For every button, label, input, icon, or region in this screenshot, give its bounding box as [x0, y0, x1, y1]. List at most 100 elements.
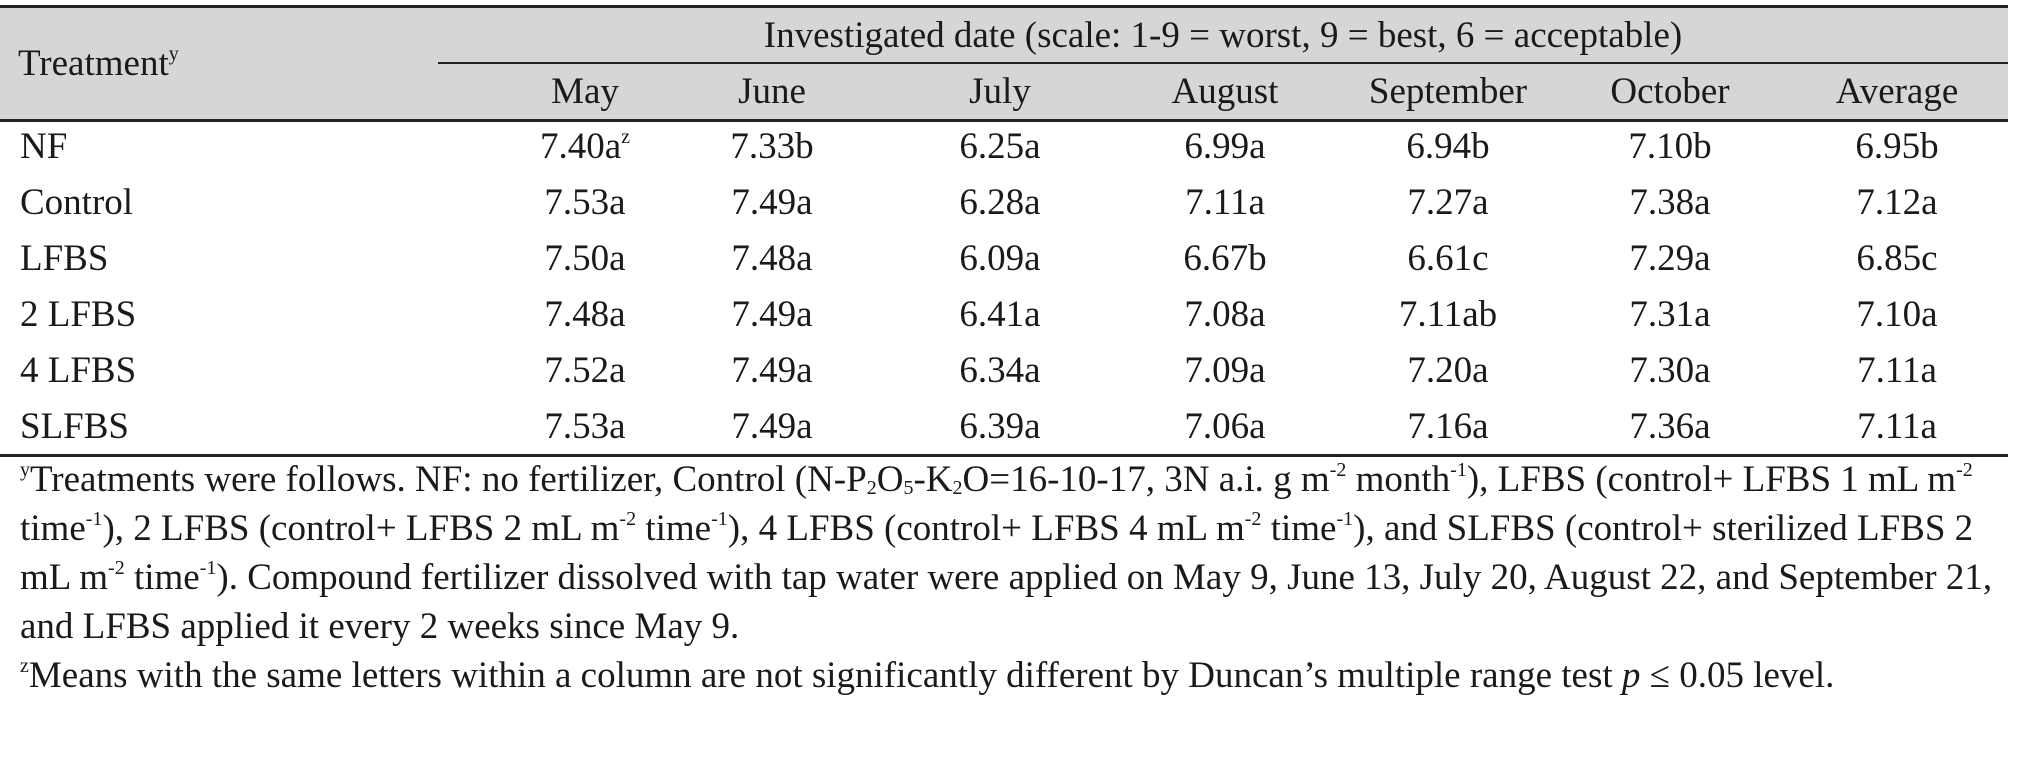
value-text: 7.10a: [1856, 294, 1938, 335]
value-text: 7.48a: [731, 238, 813, 279]
value-text: 7.36a: [1629, 406, 1711, 447]
value-cell: 7.38a: [1560, 181, 1780, 225]
value-text: 6.61c: [1407, 238, 1489, 279]
value-cell: 7.16a: [1338, 405, 1558, 449]
column-header-october: October: [1610, 71, 1730, 112]
value-text: 6.41a: [959, 294, 1041, 335]
treatment-label: 4 LFBS: [20, 350, 137, 391]
column-header-august: August: [1171, 71, 1279, 112]
value-text: 7.10b: [1628, 126, 1712, 167]
value-cell: 7.11a: [1787, 405, 2007, 449]
value-cell: 7.10a: [1787, 293, 2007, 337]
value-cell: 6.41a: [890, 293, 1110, 337]
value-cell: 7.48a: [475, 293, 695, 337]
value-cell: 7.27a: [1338, 181, 1558, 225]
value-text: 7.29a: [1629, 238, 1711, 279]
value-cell: 6.61c: [1338, 237, 1558, 281]
footnote-z: zMeans with the same letters within a co…: [20, 655, 1835, 696]
value-text: 7.33b: [730, 126, 814, 167]
treatment-label: 2 LFBS: [20, 294, 137, 335]
column-header-september: September: [1368, 71, 1528, 112]
value-text: 7.27a: [1407, 182, 1489, 223]
value-cell: 7.52a: [475, 349, 695, 393]
value-text: 7.11a: [1185, 182, 1265, 223]
value-text: 7.08a: [1184, 294, 1266, 335]
value-text: 6.34a: [959, 350, 1041, 391]
header-rule: [0, 119, 2008, 122]
value-text: 6.95b: [1855, 126, 1939, 167]
value-cell: 7.11a: [1115, 181, 1335, 225]
value-cell: 6.25a: [890, 125, 1110, 169]
value-text: 6.25a: [959, 126, 1041, 167]
value-cell: 6.39a: [890, 405, 1110, 449]
value-text: 7.11a: [1857, 406, 1937, 447]
value-cell: 7.31a: [1560, 293, 1780, 337]
bottom-rule: [0, 454, 2008, 457]
value-text: 7.40a: [539, 126, 622, 167]
value-text: 7.06a: [1184, 406, 1266, 447]
value-cell: 6.28a: [890, 181, 1110, 225]
value-text: 7.11a: [1857, 350, 1937, 391]
value-cell: 6.09a: [890, 237, 1110, 281]
footnote-mark-z: z: [621, 126, 631, 148]
value-cell: 7.49a: [662, 293, 882, 337]
value-text: 6.09a: [959, 238, 1041, 279]
footnote-y: yTreatments were follows. NF: no fertili…: [20, 459, 1993, 647]
cut-off-caption: [0, 0, 1100, 2]
treatment-label: LFBS: [20, 238, 109, 279]
column-header-may: May: [551, 71, 619, 112]
value-cell: 6.94b: [1338, 125, 1558, 169]
value-cell: 7.50a: [475, 237, 695, 281]
value-text: 7.50a: [544, 238, 626, 279]
value-cell: 7.09a: [1115, 349, 1335, 393]
treatment-label: NF: [20, 126, 68, 167]
value-cell: 6.99a: [1115, 125, 1335, 169]
value-cell: 7.20a: [1338, 349, 1558, 393]
value-cell: 7.53a: [475, 405, 695, 449]
value-text: 6.94b: [1406, 126, 1490, 167]
value-text: 6.28a: [959, 182, 1041, 223]
value-cell: 7.49a: [662, 349, 882, 393]
value-cell: 7.29a: [1560, 237, 1780, 281]
column-header-june: June: [738, 71, 806, 112]
treatment-label: Control: [20, 182, 134, 223]
value-text: 7.49a: [731, 182, 813, 223]
value-text: 6.39a: [959, 406, 1041, 447]
value-text: 7.20a: [1407, 350, 1489, 391]
value-text: 7.48a: [544, 294, 626, 335]
value-cell: 6.67b: [1115, 237, 1335, 281]
column-header-july: July: [969, 71, 1031, 112]
value-cell: 7.11ab: [1338, 293, 1558, 337]
value-text: 6.99a: [1184, 126, 1266, 167]
value-cell: 7.30a: [1560, 349, 1780, 393]
treatment-label: SLFBS: [20, 406, 130, 447]
value-text: 7.49a: [731, 294, 813, 335]
value-cell: 7.06a: [1115, 405, 1335, 449]
value-text: 7.30a: [1629, 350, 1711, 391]
value-text: 6.67b: [1183, 238, 1267, 279]
table-footnotes: yTreatments were follows. NF: no fertili…: [20, 455, 2005, 700]
value-text: 7.52a: [544, 350, 626, 391]
value-cell: 7.12a: [1787, 181, 2007, 225]
value-cell: 7.33b: [662, 125, 882, 169]
value-text: 7.38a: [1629, 182, 1711, 223]
top-rule: [0, 5, 2008, 8]
value-cell: 7.08a: [1115, 293, 1335, 337]
column-header-average: Average: [1835, 71, 1959, 112]
investigated-date-header: Investigated date (scale: 1-9 = worst, 9…: [763, 15, 1683, 56]
value-cell: 6.95b: [1787, 125, 2007, 169]
value-text: 7.12a: [1856, 182, 1938, 223]
value-cell: 7.10b: [1560, 125, 1780, 169]
value-text: 7.53a: [544, 182, 626, 223]
treatment-header: Treatmenty: [18, 43, 179, 84]
value-cell: 6.85c: [1787, 237, 2007, 281]
value-cell: 7.53a: [475, 181, 695, 225]
value-cell: 7.49a: [662, 181, 882, 225]
value-cell: 7.49a: [662, 405, 882, 449]
value-cell: 7.11a: [1787, 349, 2007, 393]
value-text: 7.09a: [1184, 350, 1266, 391]
value-text: 7.11ab: [1398, 294, 1498, 335]
footnote-mark-y: y: [168, 43, 179, 65]
value-text: 6.85c: [1856, 238, 1938, 279]
